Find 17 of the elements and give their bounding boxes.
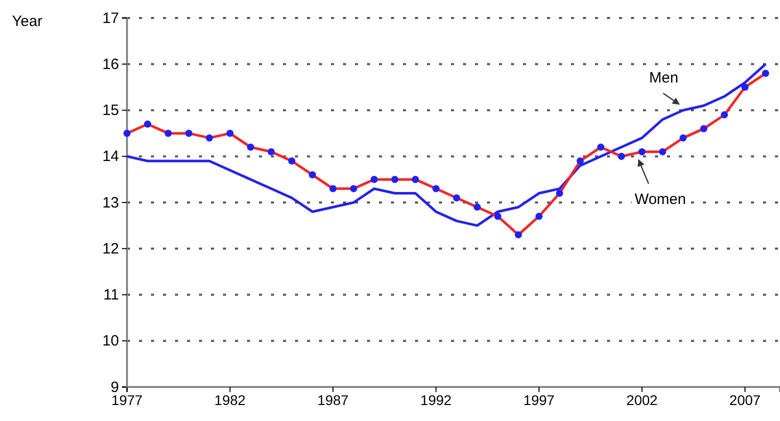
y-tick-label: 13 <box>102 194 119 212</box>
x-tick-label: 1997 <box>523 392 555 408</box>
y-tick-label: 15 <box>102 102 119 120</box>
y-tick-label: 10 <box>102 332 119 350</box>
y-tick-label: 11 <box>103 286 119 304</box>
y-axis-title: Year <box>12 13 42 30</box>
y-tick-label: 12 <box>102 240 119 258</box>
series-label: Men <box>649 69 678 86</box>
text: Women <box>634 190 686 208</box>
y-tick-label: 16 <box>102 56 119 73</box>
x-tick-label: 1982 <box>214 392 246 408</box>
x-tick-label: 1987 <box>317 392 349 408</box>
y-tick-label: 14 <box>102 148 119 166</box>
x-tick-label: 1992 <box>420 392 452 408</box>
x-tick-label: 2002 <box>626 392 658 408</box>
y-tick-label: 17 <box>102 10 119 27</box>
x-tick-label: 2007 <box>729 392 761 408</box>
